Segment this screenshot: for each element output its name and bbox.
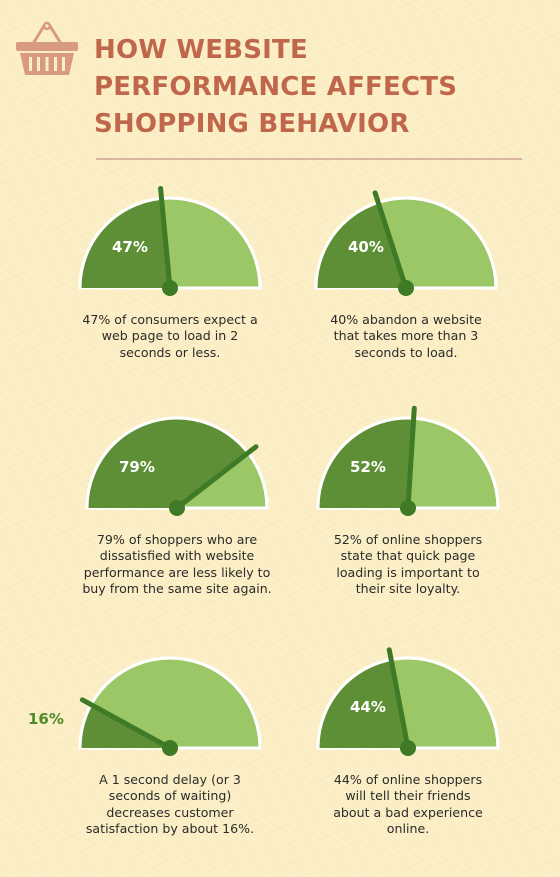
caption-line: seconds to load. — [354, 344, 458, 360]
caption-line: 47% of consumers expect a — [82, 312, 258, 327]
caption-line: performance are less likely to — [83, 564, 271, 580]
caption-line: 79% of shoppers who are — [96, 532, 258, 547]
gauge-5-dial — [78, 656, 262, 756]
gauge-4-percent-label: 52% — [350, 458, 386, 476]
title-divider — [96, 158, 522, 160]
caption-line: loading is important to — [336, 564, 480, 580]
gauge-2-percent-label: 40% — [348, 238, 384, 256]
gauge-3: 79% 79% of shoppers who are dissatisfied w… — [50, 400, 290, 610]
gauge-4-needle — [405, 405, 417, 511]
gauge-1-percent-label: 47% — [112, 238, 148, 256]
caption-line: seconds or less. — [119, 344, 221, 360]
gauge-5-percent-label: 16% — [28, 710, 64, 728]
gauge-5: 16% A 1 second delay (or 3 seconds of wait… — [28, 640, 290, 850]
gauge-3-needle-hub — [169, 500, 185, 516]
caption-line: seconds of waiting) — [108, 788, 232, 804]
gauge-3-value-sector — [87, 418, 249, 508]
caption-line: decreases customer — [106, 804, 234, 820]
gauge-1-caption: 47% of consumers expect a web page to loa… — [45, 312, 295, 361]
gauge-6-value-sector — [318, 659, 408, 748]
gauge-4-rim — [316, 416, 500, 509]
gauge-3-dial — [85, 416, 269, 516]
gauge-2: 40% 40% abandon a website that takes more … — [288, 180, 528, 390]
gauge-1-dial — [78, 185, 262, 296]
gauge-2-rim — [314, 196, 498, 289]
shopping-basket-icon — [16, 21, 78, 75]
gauge-4-caption: 52% of online shoppers state that quick p… — [298, 532, 518, 598]
gauge-1: 47% 47% of consumers expect a web page to … — [50, 180, 290, 390]
gauge-1-needle-hub — [162, 280, 178, 296]
gauge-5-caption: A 1 second delay (or 3 seconds of waiting… — [60, 772, 280, 838]
gauge-4-needle-hub — [400, 500, 416, 516]
gauge-6-percent-label: 44% — [350, 698, 386, 716]
gauge-6-needle-hub — [400, 740, 416, 756]
caption-line: 44% of online shoppers — [333, 772, 483, 787]
caption-line: buy from the same site again. — [82, 581, 272, 597]
gauge-3-rim — [85, 416, 269, 509]
gauge-4-dial — [316, 405, 500, 516]
gauge-5-needle — [79, 697, 173, 751]
caption-line: 52% of online shoppers — [333, 532, 483, 547]
gauge-3-caption: 79% of shoppers who are dissatisfied with… — [57, 532, 297, 598]
caption-line: dissatisfied with website — [99, 548, 255, 564]
gauge-3-needle — [174, 444, 259, 511]
gauge-6-rim — [316, 656, 500, 749]
caption-line: online. — [386, 821, 430, 837]
caption-line: 40% abandon a website — [330, 312, 482, 327]
caption-line: web page to load in 2 — [101, 328, 239, 344]
gauge-6-caption: 44% of online shoppers will tell their fr… — [298, 772, 518, 838]
caption-line: state that quick page — [340, 548, 476, 564]
gauge-2-caption: 40% abandon a website that takes more tha… — [306, 312, 506, 361]
gauge-3-percent-label: 79% — [119, 458, 155, 476]
caption-line: will tell their friends — [345, 788, 471, 804]
gauge-1-rim — [78, 196, 262, 289]
page-title: HOW WEBSITE PERFORMANCE AFFECTS SHOPPING… — [94, 35, 458, 139]
gauge-4: 52% 52% of online shoppers state that quic… — [288, 400, 528, 610]
caption-line: their site loyalty. — [355, 581, 461, 597]
gauge-4-value-sector — [318, 418, 414, 508]
gauge-6-dial — [316, 647, 500, 756]
gauge-1-value-sector — [80, 198, 170, 288]
caption-line: satisfaction by about 16%. — [85, 821, 255, 837]
caption-line: A 1 second delay (or 3 — [99, 772, 241, 787]
gauge-2-needle-hub — [398, 280, 414, 296]
caption-line: that takes more than 3 — [333, 328, 479, 344]
gauge-5-needle-hub — [162, 740, 178, 756]
gauge-1-needle — [158, 185, 173, 291]
caption-line: about a bad experience — [333, 804, 483, 820]
gauge-6-needle — [386, 647, 411, 751]
header: HOW WEBSITE PERFORMANCE AFFECTS SHOPPING… — [0, 0, 560, 170]
gauge-5-rim — [78, 656, 262, 749]
gauge-6: 44% 44% of online shoppers will tell their… — [288, 640, 528, 850]
gauge-2-dial — [314, 190, 498, 296]
gauge-2-needle — [372, 190, 409, 291]
